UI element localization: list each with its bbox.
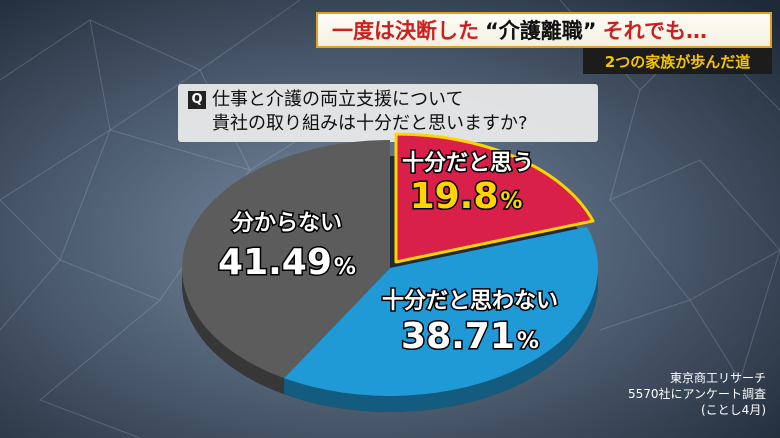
slice-label: 十分だと思わない — [382, 289, 558, 314]
pie-slice — [394, 132, 595, 264]
slice-value: 19.8% — [410, 176, 523, 217]
headline-part1: 一度は決断した — [332, 19, 479, 43]
slice-value: 38.71% — [401, 316, 539, 357]
headline-part2: “介護離職” — [485, 19, 597, 43]
source-line3: (ことし4月) — [701, 403, 766, 417]
q-badge-icon: Q — [188, 91, 206, 109]
slice-label: 十分だと思う — [402, 151, 534, 176]
headline-part3: それでも… — [602, 19, 707, 43]
question-box: Q 仕事と介護の両立支援について 貴社の取り組みは十分だと思いますか? — [178, 84, 598, 142]
question-line2: 貴社の取り組みは十分だと思いますか? — [212, 113, 528, 134]
pie-slice — [284, 226, 599, 397]
source-line2: 5570社にアンケート調査 — [627, 387, 766, 401]
source-line1: 東京商工リサーチ — [669, 371, 766, 385]
pie-slice-side — [182, 268, 285, 395]
source-note: 東京商工リサーチ 5570社にアンケート調査 (ことし4月) — [628, 370, 766, 418]
slice-label: 分からない — [232, 211, 342, 236]
slice-value: 41.49% — [218, 242, 356, 283]
pie-slice-side — [284, 268, 598, 412]
subheadline: 2つの家族が歩んだ道 — [583, 48, 772, 74]
question-line1: 仕事と介護の両立支援について — [212, 89, 464, 110]
pie-slice — [181, 140, 390, 379]
headline-banner: 一度は決断した “介護離職” それでも… — [316, 12, 772, 48]
